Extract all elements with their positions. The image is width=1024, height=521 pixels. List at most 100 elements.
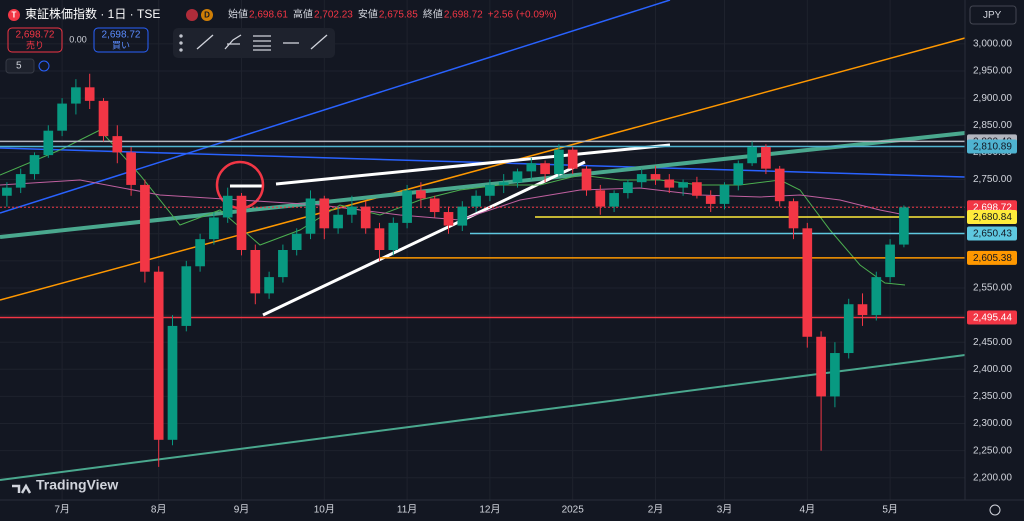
indicator-toggle[interactable] <box>5 58 35 74</box>
price-label: 2,698.72 <box>973 202 1012 213</box>
candle-body <box>567 149 578 169</box>
drawings <box>0 0 966 481</box>
candle-body <box>636 174 647 183</box>
indicator-count: 5 <box>16 61 22 72</box>
trend-line <box>0 131 966 239</box>
candle-body <box>305 198 316 234</box>
moving-average <box>0 179 906 221</box>
x-tick-label: 12月 <box>479 504 500 516</box>
trend-line <box>262 160 586 317</box>
candle-body <box>705 195 716 204</box>
candle-body <box>595 190 606 207</box>
ohlc-value: 2,702.23 <box>314 10 353 21</box>
candle-body <box>788 201 799 229</box>
candle-body <box>416 190 426 199</box>
settings-gear[interactable] <box>989 504 1001 516</box>
price-label-bg <box>967 310 1017 325</box>
candle-body <box>374 228 385 250</box>
tool-trend-line[interactable] <box>196 34 214 50</box>
price-label: 2,680.84 <box>973 212 1012 223</box>
y-tick-label: 2,300.00 <box>973 418 1012 429</box>
x-tick-label: 9月 <box>234 504 250 516</box>
candle-body <box>485 184 495 196</box>
toolbar-grip <box>179 48 183 52</box>
x-tick-label: 8月 <box>151 504 167 516</box>
ohlc-value: 2,675.85 <box>379 10 418 21</box>
currency-button[interactable] <box>969 5 1017 25</box>
ohlc-label: 始値 <box>228 8 248 21</box>
candle-body <box>678 182 688 188</box>
candle-body <box>195 239 205 267</box>
candle-body <box>843 304 854 354</box>
candle-body <box>664 179 675 188</box>
change: +2.56 (+0.09%) <box>488 10 557 21</box>
x-tick-label: 5月 <box>882 504 898 516</box>
x-tick-label: 10月 <box>314 504 335 516</box>
candle-body <box>871 277 882 316</box>
tool-path[interactable] <box>224 34 242 50</box>
buy-button[interactable] <box>93 27 149 53</box>
trend-line <box>0 37 966 301</box>
candle-body <box>733 163 744 185</box>
sell-price: 2,698.72 <box>16 30 55 41</box>
ohlc-label: 安値 <box>358 8 378 21</box>
spread: 0.00 <box>69 34 87 44</box>
price-label: 2,810.89 <box>973 142 1012 153</box>
candle-body <box>498 182 509 185</box>
candle-body <box>816 336 826 397</box>
candle-body <box>774 168 785 202</box>
settings-icon[interactable] <box>38 60 50 72</box>
candle-body <box>264 277 274 294</box>
candle-body <box>43 130 54 156</box>
candle-body <box>609 193 619 207</box>
tool-ray[interactable] <box>310 34 328 50</box>
candle-body <box>402 190 412 223</box>
candle-body <box>153 271 164 440</box>
price-label-bg <box>967 226 1017 241</box>
candle-body <box>719 184 730 204</box>
buy-price: 2,698.72 <box>102 30 141 41</box>
toolbar-grip <box>179 34 183 38</box>
candle-body <box>140 184 150 272</box>
candle-body <box>512 171 523 183</box>
candle-body <box>2 187 12 196</box>
toolbar-grip <box>179 41 183 45</box>
candle-body <box>471 195 481 207</box>
y-tick-label: 2,450.00 <box>973 337 1012 348</box>
y-tick-label: 2,350.00 <box>973 391 1012 402</box>
candle-body <box>333 214 343 229</box>
sell-label: 売り <box>26 39 44 50</box>
symbol-icon <box>8 9 20 21</box>
x-tick-label: 7月 <box>54 504 70 516</box>
price-label-bg <box>967 250 1017 265</box>
buy-label: 買い <box>112 40 130 50</box>
y-tick-label: 2,550.00 <box>973 283 1012 294</box>
trend-line <box>0 0 671 214</box>
candle-body <box>457 206 468 226</box>
candle-body <box>222 195 233 218</box>
candle-body <box>540 163 550 175</box>
ohlc-label: 高値 <box>293 8 313 21</box>
candle-body <box>236 195 247 250</box>
candle-body <box>802 228 813 337</box>
ohlc-value: 2,698.72 <box>444 10 483 21</box>
tool-fib[interactable] <box>253 35 271 51</box>
sell-button[interactable] <box>7 27 63 53</box>
x-tick-label: 2025 <box>562 505 585 516</box>
symbol-title[interactable]: 東証株価指数 · 1日 · TSE <box>25 6 160 21</box>
y-tick-label: 2,250.00 <box>973 445 1012 456</box>
candle-body <box>830 353 840 397</box>
y-tick-label: 2,900.00 <box>973 93 1012 104</box>
candle-body <box>167 325 178 440</box>
currency: JPY <box>983 10 1002 21</box>
candle-body <box>747 146 757 164</box>
candle-body <box>319 198 330 229</box>
x-tick-label: 4月 <box>800 504 816 516</box>
y-tick-label: 2,750.00 <box>973 174 1012 185</box>
y-tick-label: 2,950.00 <box>973 66 1012 77</box>
candle-body <box>554 149 564 175</box>
candle-body <box>692 182 702 196</box>
symbol-icon-text: T <box>12 11 17 20</box>
candle-body <box>84 87 95 101</box>
